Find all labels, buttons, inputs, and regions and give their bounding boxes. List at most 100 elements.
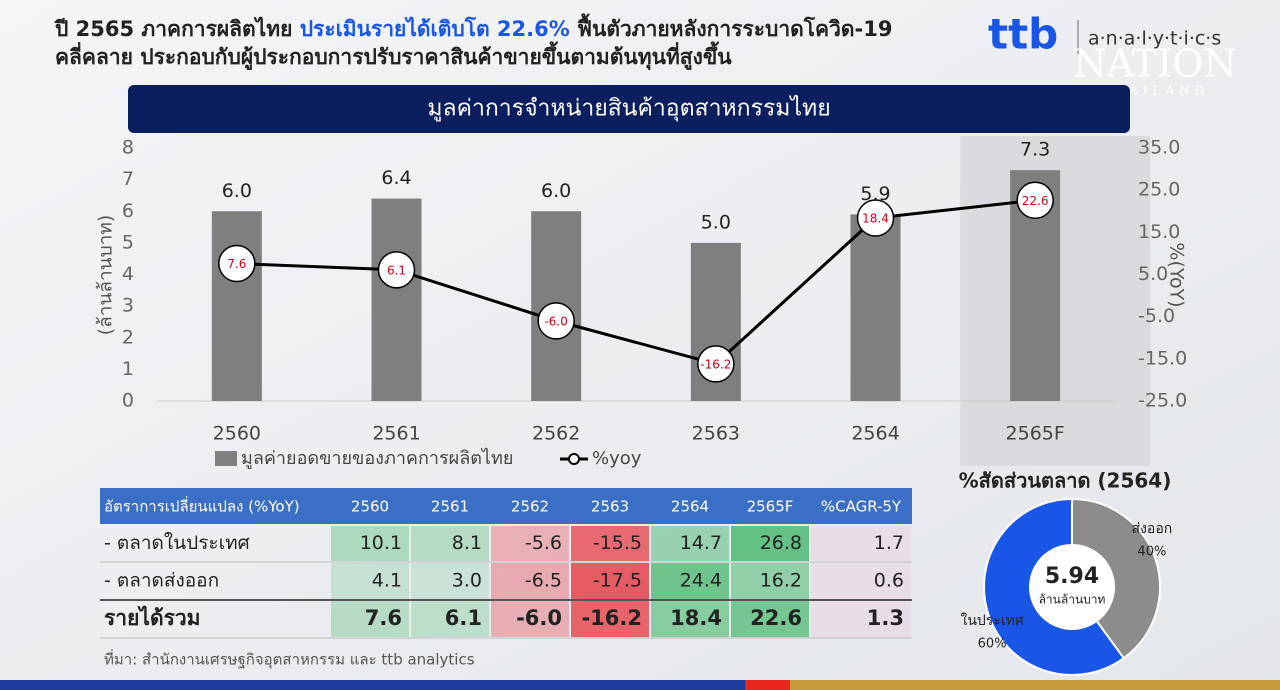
table-cell [491, 601, 569, 637]
table-cell [811, 526, 911, 561]
table-cell-text: 8.1 [452, 532, 482, 554]
table-header: 2565F [747, 498, 794, 516]
row-label: - ตลาดส่งออก [104, 570, 219, 592]
table-cell-text: 6.1 [445, 606, 482, 630]
logo-brand: ttb [988, 10, 1058, 59]
table-cell-text: -16.2 [581, 606, 642, 630]
table-cell [651, 526, 729, 561]
table-cell [571, 601, 649, 637]
line [236, 198, 1036, 366]
row-label: รายได้รวม [104, 605, 201, 630]
y-tick-label: 6 [122, 200, 134, 222]
line-label: 6.1 [387, 263, 406, 277]
pie-value-label: 60% [978, 636, 1007, 651]
headline-highlight: ประเมินรายได้เติบโต 22.6% [300, 16, 570, 41]
line-label: 7.6 [227, 257, 246, 271]
row-label: - ตลาดในประเทศ [104, 532, 250, 554]
x-tick-label: 2560 [213, 423, 261, 445]
table-cell [731, 526, 809, 561]
x-tick-label: 2564 [851, 423, 899, 445]
table-cell [651, 563, 729, 599]
table-cell [411, 601, 489, 637]
y-tick-label: 8 [122, 137, 134, 159]
table-cell-text: 22.6 [750, 606, 802, 630]
x-tick-label: 2562 [532, 423, 580, 445]
y2-tick-label: -5.0 [1138, 305, 1175, 327]
headline-text: ฟื้นตัวภายหลังการระบาดโควิด-19 [570, 13, 893, 41]
table-cell [731, 601, 809, 637]
bar [371, 198, 422, 401]
y2-axis-label: %(YoY) [1166, 242, 1188, 307]
table-cell-text: -6.0 [516, 606, 562, 630]
table-cell-text: 4.1 [372, 570, 402, 592]
chart-title: มูลค่าการจำหน่ายสินค้าอุตสาหกรรมไทย [427, 95, 830, 122]
y-tick-label: 4 [122, 263, 134, 285]
table-cell-text: 7.6 [365, 606, 402, 630]
y2-tick-label: 5.0 [1138, 263, 1168, 285]
table-cell-text: 3.0 [452, 570, 482, 592]
y2-tick-label: 15.0 [1138, 221, 1180, 243]
y-tick-label: 5 [122, 231, 134, 253]
table-cell-text: -5.6 [525, 532, 562, 554]
table-cell [331, 526, 409, 561]
bar [850, 214, 901, 401]
y-tick-label: 3 [122, 295, 134, 317]
stripe [790, 680, 1280, 690]
bar-label: 6.0 [541, 180, 571, 202]
pie-label: ในประเทศ [960, 612, 1023, 629]
line-marker [537, 302, 575, 340]
center-text: ล้านล้านบาท [1039, 593, 1106, 607]
line-marker [1016, 181, 1054, 220]
table-cell-text: 10.1 [360, 532, 402, 554]
table-cell [571, 563, 649, 599]
table-header: อัตราการเปลี่ยนแปลง (%YoY) [104, 496, 300, 516]
headline-1: ปี 2565 ภาคการผลิตไทย ประเมินรายได้เติบโ… [53, 13, 892, 41]
x-tick-label: 2565F [1006, 423, 1065, 445]
donut-hole [1030, 545, 1114, 629]
table-cell-text: 1.3 [867, 606, 904, 630]
table-cell [411, 563, 489, 599]
bar-label: 5.9 [860, 183, 890, 205]
table-cell-text: -15.5 [593, 532, 642, 554]
headline-text: ปี 2565 ภาคการผลิตไทย [53, 16, 299, 41]
y-tick-label: 7 [122, 168, 134, 190]
table-cell-text: 16.2 [760, 570, 802, 592]
table-header: 2562 [511, 498, 549, 516]
table-header: %CAGR-5Y [821, 498, 902, 516]
bar-label: 5.0 [701, 211, 731, 233]
legend-label: มูลค่ายอดขายของภาคการผลิตไทย [241, 447, 513, 469]
table-header: 2561 [431, 498, 469, 516]
table-cell-text: 26.8 [760, 532, 802, 554]
table-cell [331, 563, 409, 599]
line-marker [856, 199, 895, 237]
bar-label: 7.3 [1020, 139, 1050, 161]
x-tick-label: 2563 [692, 423, 740, 445]
table-cell-text: -17.5 [593, 570, 642, 592]
table-cell [491, 563, 569, 599]
table-cell [571, 526, 649, 561]
stripe [745, 680, 790, 690]
table-cell-text: 18.4 [670, 606, 722, 630]
table-cell [811, 601, 911, 637]
pie-title: %สัดส่วนตลาด (2564) [959, 469, 1172, 493]
y-tick-label: 2 [122, 326, 134, 348]
bar-label: 6.0 [222, 180, 252, 202]
source: ที่มา: สำนักงานเศรษฐกิจอุตสาหกรรม และ tt… [104, 649, 475, 670]
line-marker [697, 345, 735, 383]
line-label: 18.4 [862, 211, 889, 225]
logo-product: a·n·a·l·y·t·i·c·s [1088, 28, 1221, 50]
table-cell [491, 526, 569, 561]
table-cell [731, 563, 809, 599]
watermark: NATION [1073, 42, 1236, 86]
table-cell-text: -6.5 [525, 570, 562, 592]
y-tick-label: 1 [122, 358, 134, 380]
table-header: 2560 [351, 498, 389, 516]
table-header: 2563 [591, 498, 629, 516]
table-cell-text: 0.6 [874, 570, 904, 592]
line-label: -16.2 [700, 357, 731, 371]
line-marker [218, 244, 256, 283]
y-tick-label: 0 [122, 390, 134, 412]
legend-swatch [215, 451, 237, 466]
line-marker [377, 251, 416, 289]
